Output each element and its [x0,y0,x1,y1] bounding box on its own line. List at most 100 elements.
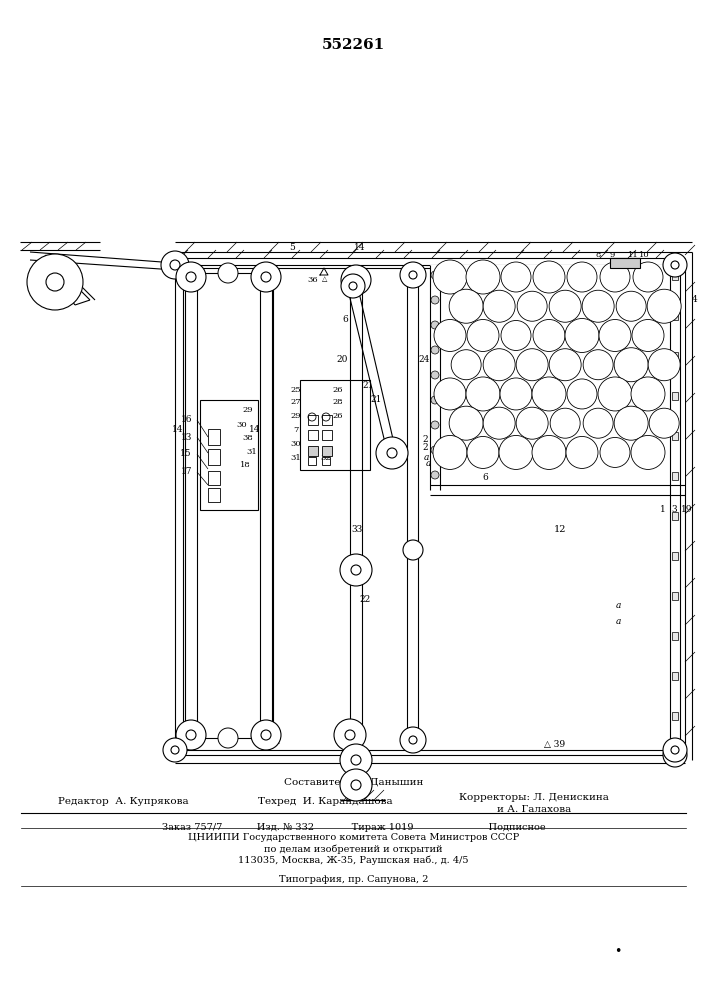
Circle shape [435,262,465,292]
Bar [208,449,220,465]
Circle shape [632,261,664,293]
Text: 15: 15 [180,450,192,458]
Circle shape [534,437,564,467]
Circle shape [251,720,281,750]
Circle shape [431,296,439,304]
Circle shape [581,348,615,382]
Circle shape [598,260,632,294]
Text: △: △ [419,275,425,283]
Text: 35: 35 [402,276,414,284]
Text: 9: 9 [609,251,614,259]
Text: 113035, Москва, Ж-35, Раушская наб., д. 4/5: 113035, Москва, Ж-35, Раушская наб., д. … [238,855,469,865]
Bar [308,415,318,425]
Circle shape [532,318,566,352]
Text: a: a [424,454,429,462]
Circle shape [598,435,632,469]
Circle shape [483,407,515,439]
Circle shape [351,275,361,285]
Text: ЦНИИПИ Государственного комитета Совета Министров СССР: ЦНИИПИ Государственного комитета Совета … [188,834,519,842]
Circle shape [566,319,598,351]
Text: 28: 28 [333,398,344,406]
Text: 20: 20 [337,356,348,364]
Circle shape [671,746,679,754]
Bar [672,272,678,280]
Circle shape [176,262,206,292]
Circle shape [46,273,64,291]
Circle shape [663,253,687,277]
Text: по делам изобретений и открытий: по делам изобретений и открытий [264,844,443,854]
Circle shape [499,318,533,352]
Circle shape [376,437,408,469]
Text: 34: 34 [269,738,281,746]
Circle shape [431,271,439,279]
Circle shape [400,262,426,288]
Text: 18: 18 [240,461,250,469]
Bar [308,457,316,465]
Text: Техред  И. Карандашова: Техред И. Карандашова [258,798,392,806]
Text: •: • [614,946,621,958]
Circle shape [533,261,565,293]
Text: 21: 21 [362,380,374,389]
Text: 29: 29 [243,406,253,414]
Bar [672,592,678,600]
Text: 29: 29 [291,412,301,420]
Bar [208,488,220,502]
Text: 31: 31 [291,454,301,462]
Text: 6: 6 [482,473,488,482]
Text: 6: 6 [342,316,348,324]
Text: 10: 10 [638,251,649,259]
Text: 12: 12 [554,526,566,534]
Text: 36: 36 [308,276,318,284]
Circle shape [340,769,372,801]
Text: 14: 14 [250,426,261,434]
Bar [672,712,678,720]
Text: 31: 31 [247,448,257,456]
Text: Составитель Б. Данышин: Составитель Б. Данышин [284,778,423,786]
Text: 17: 17 [180,468,192,477]
Bar [672,432,678,440]
Bar [322,415,332,425]
Bar [200,400,258,510]
Circle shape [341,274,365,298]
Text: 38: 38 [243,434,253,442]
Circle shape [533,378,565,410]
Bar [610,258,640,268]
Bar [672,472,678,480]
Circle shape [431,421,439,429]
Bar [672,672,678,680]
Text: 21: 21 [370,395,382,404]
Circle shape [340,554,372,586]
Circle shape [567,262,597,292]
Text: Редактор  А. Купрякова: Редактор А. Купрякова [59,798,189,806]
Circle shape [500,436,532,468]
Text: Типография, пр. Сапунова, 2: Типография, пр. Сапунова, 2 [279,876,428,884]
Text: 27: 27 [291,398,301,406]
Bar [308,430,318,440]
Circle shape [218,728,238,748]
Circle shape [334,719,366,751]
Text: 22: 22 [359,595,370,604]
Bar [322,446,332,456]
Circle shape [431,446,439,454]
Text: 5: 5 [289,242,295,251]
Circle shape [482,289,516,323]
Text: 16: 16 [180,416,192,424]
Circle shape [351,755,361,765]
Bar [308,446,318,456]
Text: 13: 13 [180,432,192,442]
Circle shape [400,727,426,753]
Circle shape [500,261,532,293]
Circle shape [171,746,179,754]
Bar [672,552,678,560]
Circle shape [431,321,439,329]
Circle shape [176,720,206,750]
Circle shape [27,254,83,310]
Text: и А. Галахова: и А. Галахова [496,804,571,814]
Circle shape [663,743,687,767]
Circle shape [186,730,196,740]
Circle shape [467,436,499,468]
Circle shape [251,262,281,292]
Circle shape [615,290,647,322]
Text: Корректоры: Л. Денискина: Корректоры: Л. Денискина [459,792,609,802]
Bar [430,265,685,490]
